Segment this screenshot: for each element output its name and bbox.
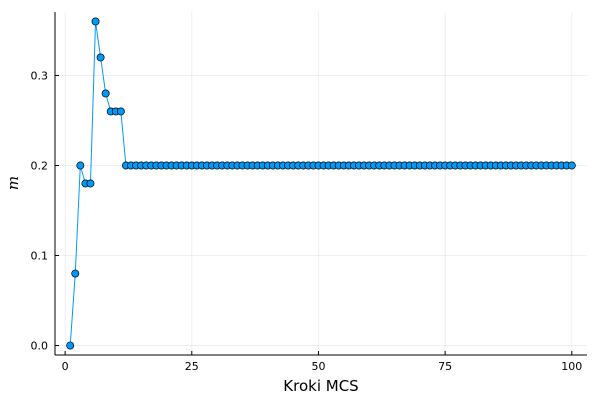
series-line — [69, 21, 572, 346]
data-point — [91, 17, 100, 26]
axes — [54, 12, 587, 356]
data-point — [567, 161, 576, 170]
x-tick-label: 0 — [62, 360, 69, 373]
x-tick-label: 50 — [311, 360, 325, 373]
data-point — [101, 89, 110, 98]
y-tick-label: 0.0 — [31, 340, 49, 353]
y-tick-label: 0.3 — [31, 69, 49, 82]
data-point — [96, 53, 105, 62]
data-point — [71, 269, 80, 278]
x-tick-label: 100 — [561, 360, 582, 373]
x-tick-label: 25 — [185, 360, 199, 373]
y-ticks: 0.0 0.1 0.2 0.3 — [31, 69, 59, 353]
x-axis-title: Kroki MCS — [283, 377, 358, 395]
y-tick-label: 0.1 — [31, 250, 49, 263]
y-tick-label: 0.2 — [31, 159, 49, 172]
series — [66, 17, 576, 350]
x-tick-label: 75 — [438, 360, 452, 373]
x-ticks: 0 25 50 75 100 — [62, 351, 582, 373]
y-axis-title: m — [4, 176, 22, 190]
grid — [55, 12, 587, 355]
data-point — [86, 179, 95, 188]
data-point — [116, 107, 125, 116]
data-point — [76, 161, 85, 170]
data-point — [66, 341, 75, 350]
